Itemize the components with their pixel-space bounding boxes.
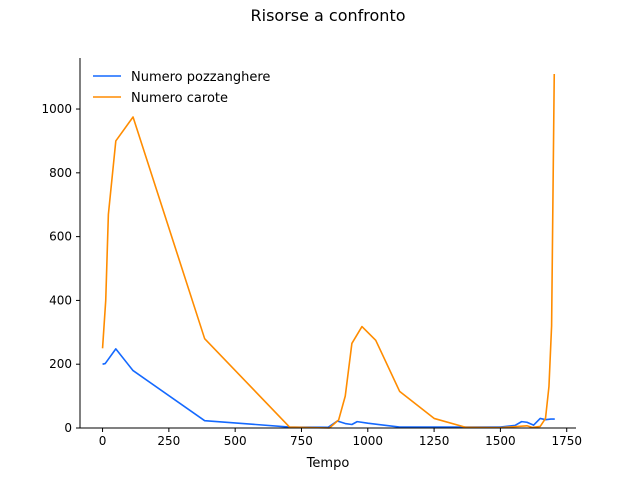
series-layer — [101, 73, 556, 429]
x-tick-label: 1500 — [485, 434, 516, 448]
x-tick-label: 0 — [99, 434, 107, 448]
legend-label-1: Numero pozzanghere — [131, 70, 270, 85]
legend: Numero pozzanghere Numero carote — [93, 70, 270, 106]
chart-title: Risorse a confronto — [251, 6, 406, 25]
x-axis-label: Tempo — [306, 456, 350, 471]
y-ticks: 0 200 400 600 800 1000 — [41, 102, 80, 435]
y-tick-label: 0 — [64, 421, 72, 435]
y-tick-label: 600 — [49, 230, 72, 244]
x-tick-label: 1250 — [419, 434, 450, 448]
series-line-1 — [102, 348, 555, 429]
y-tick-label: 800 — [49, 166, 72, 180]
legend-label-2: Numero carote — [131, 91, 228, 106]
x-tick-label: 750 — [290, 434, 313, 448]
x-tick-label: 1750 — [551, 434, 582, 448]
x-tick-label: 500 — [224, 434, 247, 448]
series-line-2 — [101, 73, 556, 429]
x-tick-label: 1000 — [353, 434, 384, 448]
x-ticks: 0 250 500 750 1000 1250 1500 1750 — [99, 428, 582, 448]
y-tick-label: 200 — [49, 357, 72, 371]
x-tick-label: 250 — [157, 434, 180, 448]
y-tick-label: 400 — [49, 293, 72, 307]
y-tick-label: 1000 — [41, 102, 72, 116]
